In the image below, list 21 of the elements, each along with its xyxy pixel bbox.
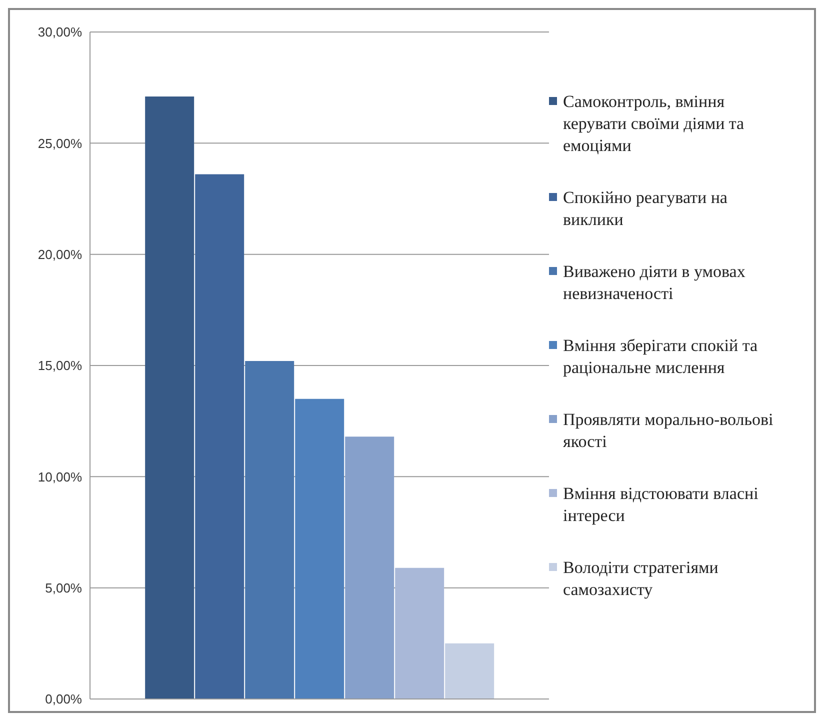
y-tick-label: 25,00% bbox=[38, 136, 82, 151]
legend-label: Вміння зберігати спокій та раціональне мислення bbox=[563, 334, 759, 378]
y-tick-label: 0,00% bbox=[45, 692, 82, 707]
y-tick-label: 10,00% bbox=[38, 469, 82, 484]
legend-label: Володіти стратегіями самозахисту bbox=[563, 556, 720, 600]
legend-label: Виважено діяти в умовах невизначеності bbox=[563, 260, 746, 304]
y-tick-label: 15,00% bbox=[38, 358, 82, 374]
bar bbox=[245, 361, 294, 699]
legend-label: Вміння відстоювати власні інтереси bbox=[563, 482, 760, 526]
y-tick-label: 30,00% bbox=[38, 24, 82, 40]
y-tick-label: 20,00% bbox=[38, 246, 82, 262]
legend-label: Спокійно реагувати на виклики bbox=[563, 186, 728, 230]
bar bbox=[445, 643, 494, 699]
legend-label: Проявляти морально-вольові якості bbox=[563, 408, 774, 452]
bar bbox=[295, 398, 344, 699]
y-tick-label: 5,00% bbox=[45, 580, 82, 596]
bar bbox=[345, 436, 394, 699]
legend-label: Самоконтроль, вміння керувати своїми діями та емоціями bbox=[563, 90, 746, 156]
bar bbox=[195, 174, 244, 699]
bar bbox=[145, 96, 194, 699]
bar bbox=[395, 568, 444, 699]
